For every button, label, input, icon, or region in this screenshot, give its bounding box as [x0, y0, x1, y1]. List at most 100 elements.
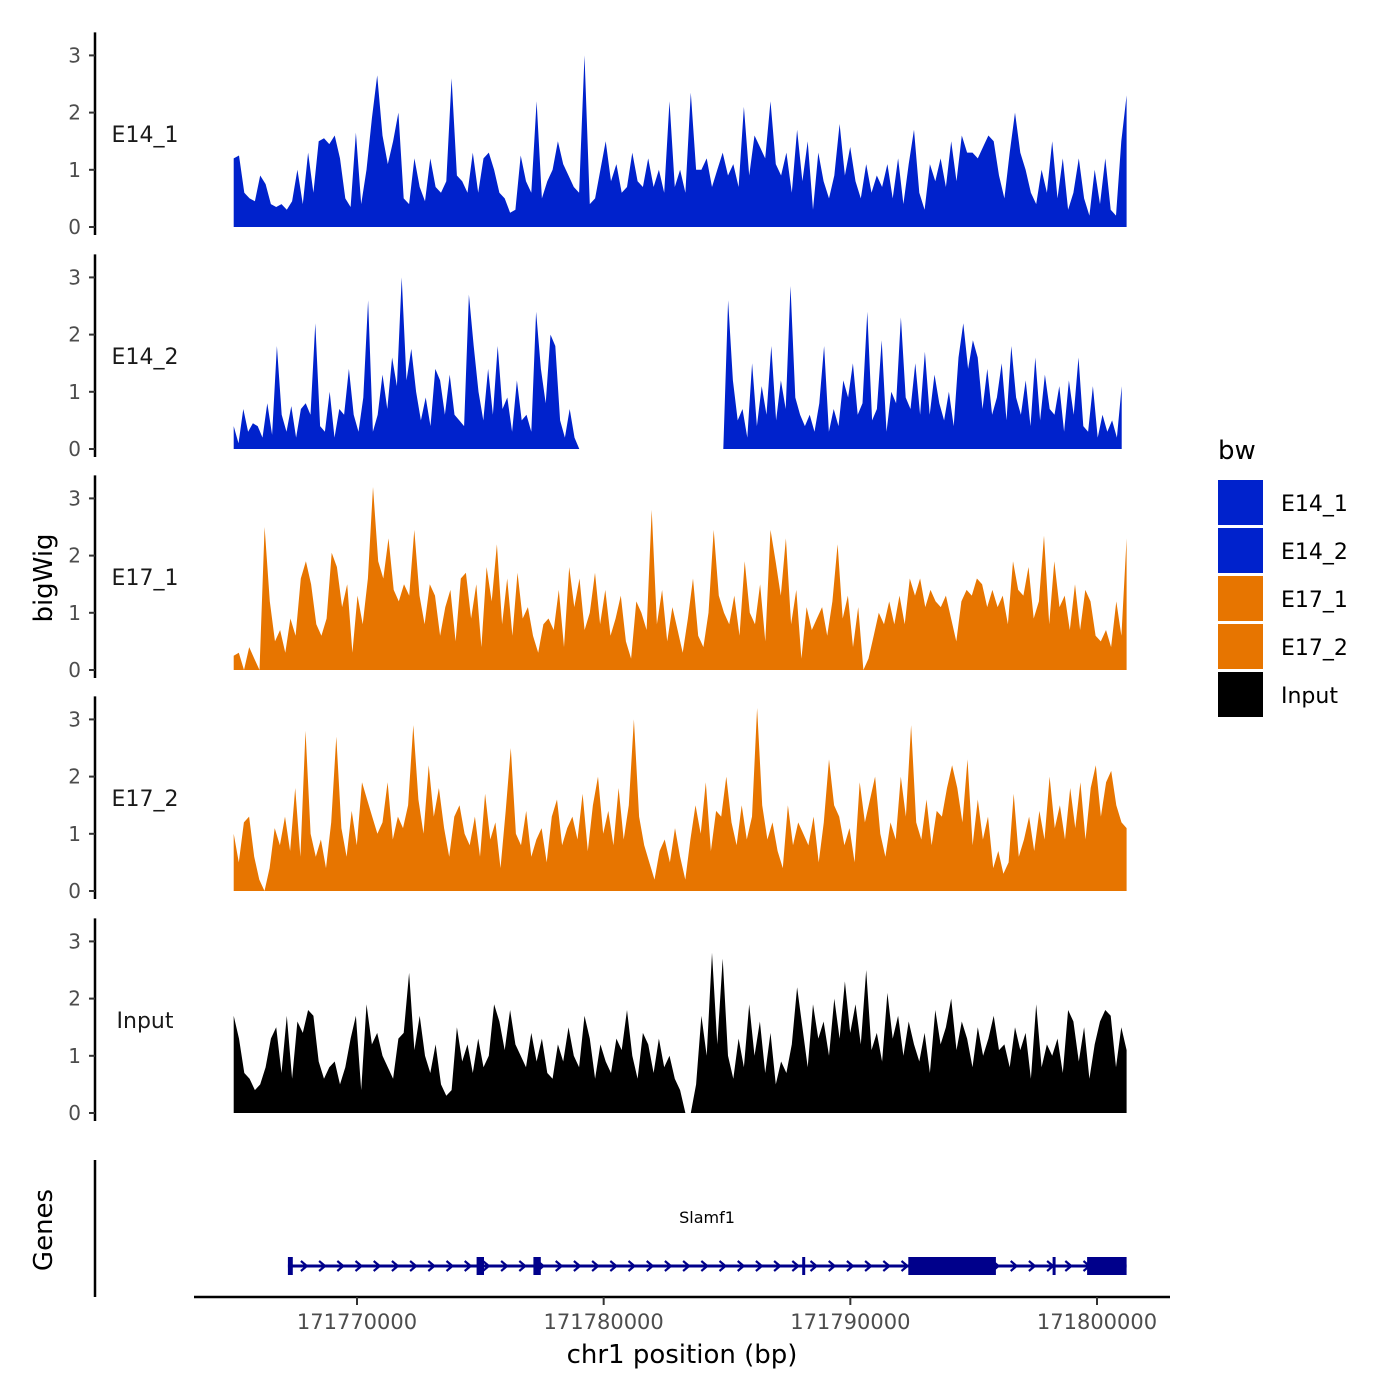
strand-arrow [445, 1260, 455, 1272]
strand-arrow [1064, 1260, 1074, 1272]
strand-arrow [773, 1260, 782, 1272]
track-label: Input [117, 1009, 174, 1034]
y-tick-label: 3 [68, 486, 81, 510]
signal-area-e14-2 [233, 277, 1122, 449]
strand-arrow [500, 1260, 509, 1272]
track-label: E17_1 [112, 566, 179, 591]
gene-exon [1052, 1257, 1056, 1275]
legend-title: bw [1218, 436, 1256, 466]
gene-exon [908, 1257, 996, 1275]
strand-arrow [755, 1260, 764, 1272]
y-tick-label: 1 [68, 1044, 81, 1068]
bigwig-tracks: 0 1 2 3 E14_1 0 1 2 3 E14_2 0 1 2 3 E17_1 0 1 2 3 E17_2 0 1 2 3… [68, 32, 1127, 1125]
y-tick-label: 1 [68, 822, 81, 846]
legend-swatch [1218, 576, 1263, 621]
track-label: E14_1 [112, 123, 179, 148]
y-tick-label: 0 [68, 437, 81, 461]
legend-label: E14_1 [1281, 492, 1348, 517]
track-input: 0 1 2 3 Input [68, 918, 1127, 1125]
signal-area-e17-1 [233, 487, 1127, 670]
signal-area-input [233, 952, 1127, 1113]
strand-arrow [882, 1260, 892, 1272]
y-tick-label: 2 [68, 323, 81, 347]
legend-swatch [1218, 528, 1263, 573]
track-e17-2: 0 1 2 3 E17_2 [68, 696, 1127, 903]
y-tick-label: 1 [68, 601, 81, 625]
y-tick-label: 1 [68, 380, 81, 404]
legend-item-input: Input [1218, 672, 1338, 717]
y-axis-title: bigWig [29, 533, 59, 622]
y-tick-label: 2 [68, 544, 81, 568]
genes-axis-title: Genes [29, 1189, 59, 1271]
gene-exon [802, 1257, 806, 1275]
strand-arrow [700, 1260, 710, 1272]
strand-arrow [627, 1260, 637, 1272]
legend-item-e14-1: E14_1 [1218, 480, 1348, 525]
legend-label: E17_1 [1281, 588, 1348, 613]
strand-arrow [682, 1260, 691, 1272]
strand-arrow [846, 1260, 855, 1272]
strand-arrow [300, 1260, 309, 1272]
strand-arrow [554, 1260, 564, 1272]
y-tick-label: 2 [68, 765, 81, 789]
strand-arrow [354, 1260, 364, 1272]
x-axis: chr1 position (bp) 171770000 171780000 171… [194, 1295, 1170, 1370]
strand-arrow [518, 1260, 528, 1272]
strand-arrow [463, 1260, 473, 1272]
y-tick-label: 3 [68, 265, 81, 289]
strand-arrow [318, 1260, 327, 1272]
strand-arrow [718, 1260, 728, 1272]
gene-model-slamf1 [287, 1257, 1127, 1275]
gene-label: Slamf1 [679, 1208, 735, 1227]
x-axis-title: chr1 position (bp) [567, 1340, 798, 1370]
x-tick-label: 171790000 [790, 1310, 910, 1334]
legend-label: E17_2 [1281, 636, 1348, 661]
legend-item-e17-2: E17_2 [1218, 624, 1348, 669]
strand-arrow [609, 1260, 619, 1272]
y-tick-label: 1 [68, 158, 81, 182]
legend-label: E14_2 [1281, 540, 1348, 565]
gene-exon [533, 1257, 541, 1275]
strand-arrow [427, 1260, 437, 1272]
track-e17-1: 0 1 2 3 E17_1 [68, 475, 1127, 682]
y-tick-label: 2 [68, 987, 81, 1011]
x-tick-label: 171800000 [1037, 1310, 1157, 1334]
strand-arrow [809, 1260, 819, 1272]
strand-arrow [645, 1260, 655, 1272]
strand-arrow [482, 1260, 491, 1272]
signal-area-e17-2 [233, 708, 1127, 891]
strand-arrow [336, 1260, 346, 1272]
legend-swatch [1218, 624, 1263, 669]
gene-track: Genes Slamf1 [29, 1160, 1127, 1297]
y-tick-label: 3 [68, 43, 81, 67]
strand-arrow [591, 1260, 600, 1272]
gene-exon [1087, 1257, 1127, 1275]
x-tick-label: 171780000 [544, 1310, 664, 1334]
x-tick-label: 171770000 [297, 1310, 417, 1334]
gene-exon [476, 1257, 484, 1275]
gene-exon [287, 1257, 293, 1275]
strand-arrow [864, 1260, 873, 1272]
strand-arrow [409, 1260, 418, 1272]
strand-arrow [573, 1260, 582, 1272]
strand-arrow [1009, 1260, 1019, 1272]
y-tick-label: 3 [68, 707, 81, 731]
strand-arrow [827, 1260, 837, 1272]
track-e14-1: 0 1 2 3 E14_1 [68, 32, 1127, 239]
legend-item-e14-2: E14_2 [1218, 528, 1348, 573]
strand-arrow [372, 1260, 382, 1272]
y-tick-label: 0 [68, 1101, 81, 1125]
legend-label: Input [1281, 684, 1338, 709]
strand-arrow [391, 1260, 400, 1272]
strand-arrow [900, 1260, 910, 1272]
legend-item-e17-1: E17_1 [1218, 576, 1348, 621]
strand-arrow [664, 1260, 673, 1272]
track-e14-2: 0 1 2 3 E14_2 [68, 254, 1122, 461]
legend: bw E14_1 E14_2 E17_1 E17_2 Input [1218, 436, 1348, 717]
y-tick-label: 0 [68, 658, 81, 682]
track-label: E14_2 [112, 345, 179, 370]
strand-arrow [736, 1260, 746, 1272]
y-tick-label: 3 [68, 929, 81, 953]
signal-area-e14-1 [233, 55, 1127, 228]
